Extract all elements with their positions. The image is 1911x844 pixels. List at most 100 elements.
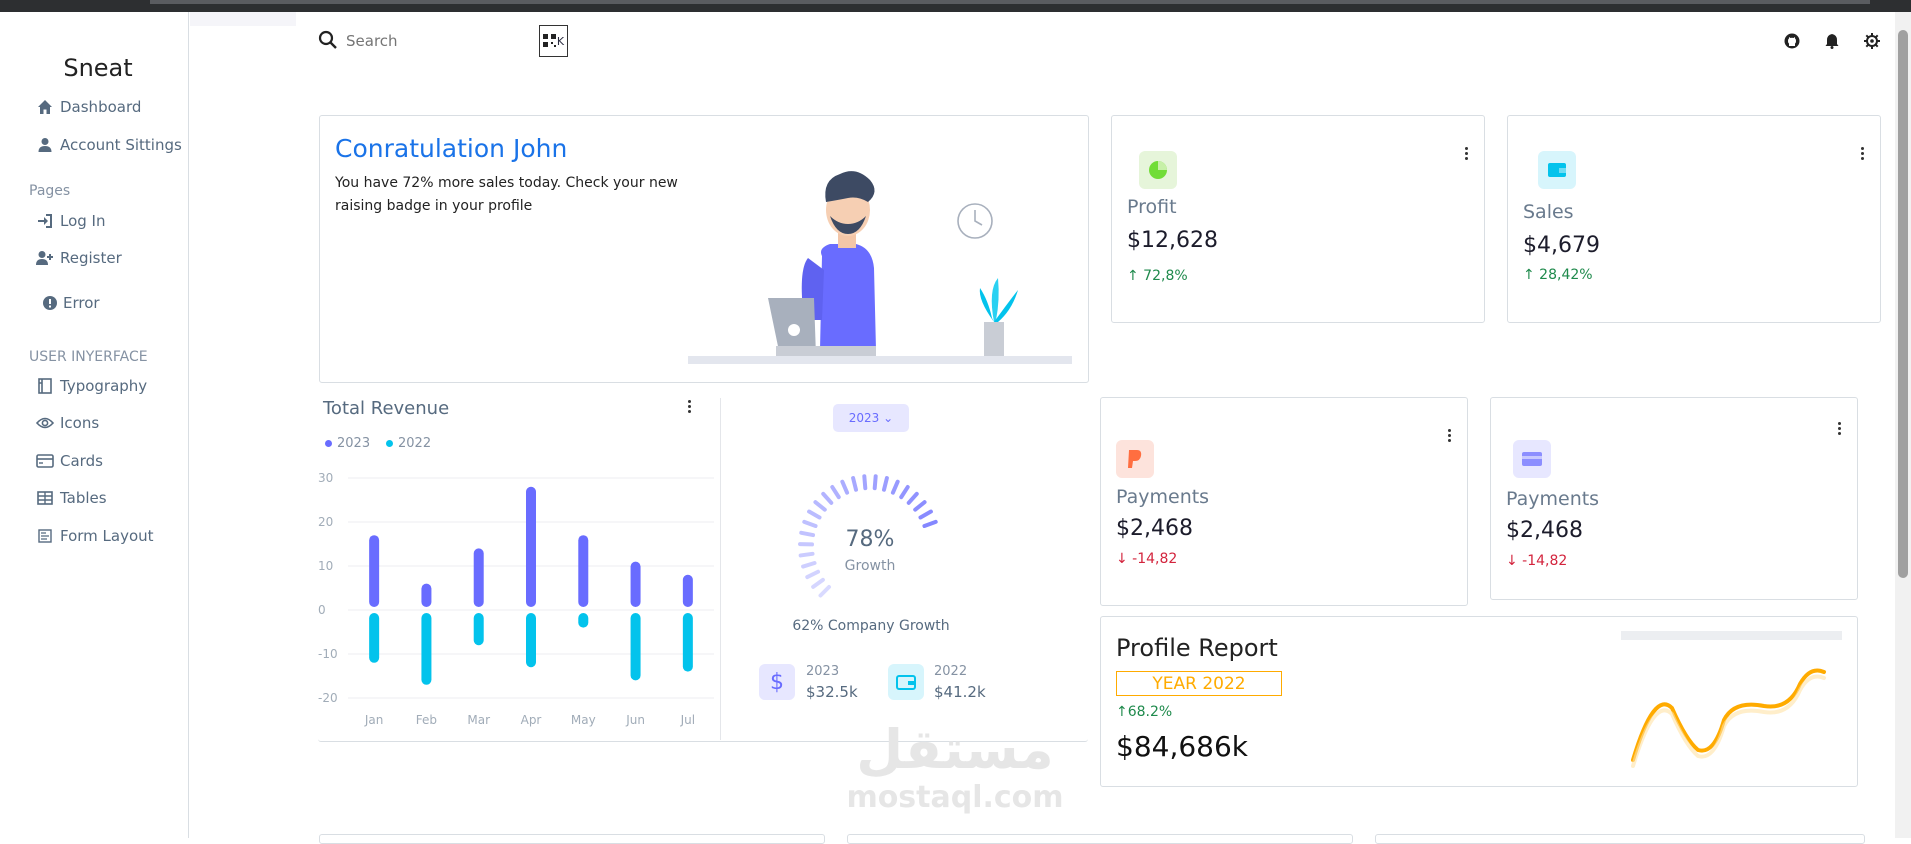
man-at-laptop-illustration (688, 150, 1074, 368)
bottom-card (1375, 834, 1865, 844)
sidebar-item-tables[interactable]: Tables (36, 489, 107, 507)
y-tick-label: 20 (318, 515, 333, 529)
profile-report-title: Profile Report (1116, 634, 1278, 662)
user-icon (36, 136, 54, 154)
header-strip (190, 12, 296, 26)
gauge-segment (804, 522, 815, 526)
legend-2022: 2022 (386, 436, 431, 451)
sidebar-item-account-settings[interactable]: Account Sittings (36, 136, 182, 154)
gauge-segment (875, 476, 876, 488)
browser-top-bar (0, 0, 1911, 12)
x-tick-label: Jul (680, 713, 695, 727)
qr-label: K (557, 35, 564, 48)
y-tick-label: 10 (318, 559, 333, 573)
payments-more-icon[interactable] (1838, 422, 1842, 437)
sidebar-item-cards[interactable]: Cards (36, 452, 103, 470)
card-icon (36, 452, 54, 470)
mostaql-watermark: مستقل mostaql.com (845, 720, 1065, 815)
form-icon (36, 527, 54, 545)
sidebar-item-label: Icons (60, 414, 99, 432)
alert-icon (43, 294, 57, 312)
gauge-segment (813, 580, 823, 587)
sidebar-item-dashboard[interactable]: Dashboard (36, 98, 141, 116)
sidebar-item-label: Account Sittings (60, 136, 182, 154)
gear-icon[interactable] (1864, 33, 1880, 53)
y-tick-label: -20 (318, 691, 338, 705)
profit-value: $12,628 (1127, 228, 1218, 253)
gauge-segment (901, 487, 907, 497)
user-plus-icon (36, 249, 54, 267)
sidebar-item-label: Error (63, 294, 100, 312)
user-interface-heading: USER INYERFACE (29, 349, 148, 365)
qr-code-icon[interactable]: K (539, 25, 568, 57)
bar-2023-may (578, 535, 588, 607)
chevron-down-icon: ⌄ (883, 411, 893, 425)
x-tick-label: Jun (625, 713, 645, 727)
pie-chart-icon (1139, 151, 1177, 189)
revenue-more-icon[interactable] (688, 400, 692, 415)
bar-2022-mar (474, 613, 484, 645)
profile-report-value: $84,686k (1116, 730, 1248, 763)
mini-value-2023: $32.5k (806, 683, 858, 701)
y-tick-label: 30 (318, 471, 333, 485)
sidebar-item-login[interactable]: Log In (36, 212, 106, 230)
sidebar-item-label: Register (60, 249, 122, 267)
mini-year-2022: 2022 (934, 664, 967, 679)
sidebar-item-typography[interactable]: Typography (36, 377, 147, 395)
bar-2022-apr (526, 613, 536, 667)
login-icon (36, 212, 54, 230)
sidebar-item-form-layout[interactable]: Form Layout (36, 527, 154, 545)
sidebar-item-label: Dashboard (60, 98, 141, 116)
y-tick-label: 0 (318, 603, 326, 617)
welcome-text: You have 72% more sales today. Check you… (335, 172, 685, 218)
mini-value-2022: $41.2k (934, 683, 986, 701)
profit-more-icon[interactable] (1465, 147, 1469, 162)
sidebar-item-icons[interactable]: Icons (36, 414, 99, 432)
payments-label: Payments (1116, 486, 1209, 508)
gauge-segment (917, 580, 927, 587)
payments-more-icon[interactable] (1448, 429, 1452, 444)
year-dropdown-button[interactable]: 2023 ⌄ (833, 404, 909, 432)
gauge-segment (920, 512, 930, 518)
search-input[interactable] (346, 30, 526, 52)
legend-2023: 2023 (325, 436, 370, 451)
sidebar-item-label: Tables (60, 489, 107, 507)
sidebar-item-register[interactable]: Register (36, 249, 122, 267)
github-icon[interactable] (1784, 33, 1800, 53)
wallet-icon (1538, 151, 1576, 189)
brand-logo[interactable]: Sneat (0, 54, 196, 82)
sales-change: ↑ 28,42% (1523, 267, 1593, 283)
bar-2022-jul (683, 613, 693, 672)
wallet-icon (888, 664, 924, 700)
search-icon[interactable] (318, 30, 338, 54)
bar-2023-jul (683, 575, 693, 607)
gauge-segment (815, 502, 824, 510)
sidebar-item-error[interactable]: Error (43, 294, 100, 312)
scrollbar-thumb[interactable] (1898, 30, 1908, 578)
total-revenue-title: Total Revenue (323, 398, 449, 419)
profit-label: Profit (1127, 196, 1177, 218)
bar-2022-jan (369, 613, 379, 663)
gauge-segment (915, 502, 924, 510)
bar-2023-mar (474, 548, 484, 607)
payments-label: Payments (1506, 488, 1599, 510)
profile-report-change: ↑68.2% (1116, 704, 1172, 720)
divider (720, 398, 721, 740)
payments-value: $2,468 (1116, 516, 1193, 541)
year-badge: YEAR 2022 (1116, 671, 1282, 696)
gauge-segment (853, 478, 856, 490)
typography-icon (36, 377, 54, 395)
gauge-segment (924, 522, 935, 526)
gauge-segment (801, 554, 813, 556)
x-tick-label: Mar (467, 713, 490, 727)
sales-more-icon[interactable] (1861, 147, 1865, 162)
gauge-segment (823, 494, 831, 503)
bar-2022-feb (421, 613, 431, 685)
eye-icon (36, 414, 54, 432)
gauge-segment (832, 487, 838, 497)
payments-change: ↓ -14,82 (1506, 553, 1567, 569)
growth-label: Growth (790, 558, 950, 574)
gauge-segment (884, 478, 887, 490)
bell-icon[interactable] (1824, 33, 1840, 53)
